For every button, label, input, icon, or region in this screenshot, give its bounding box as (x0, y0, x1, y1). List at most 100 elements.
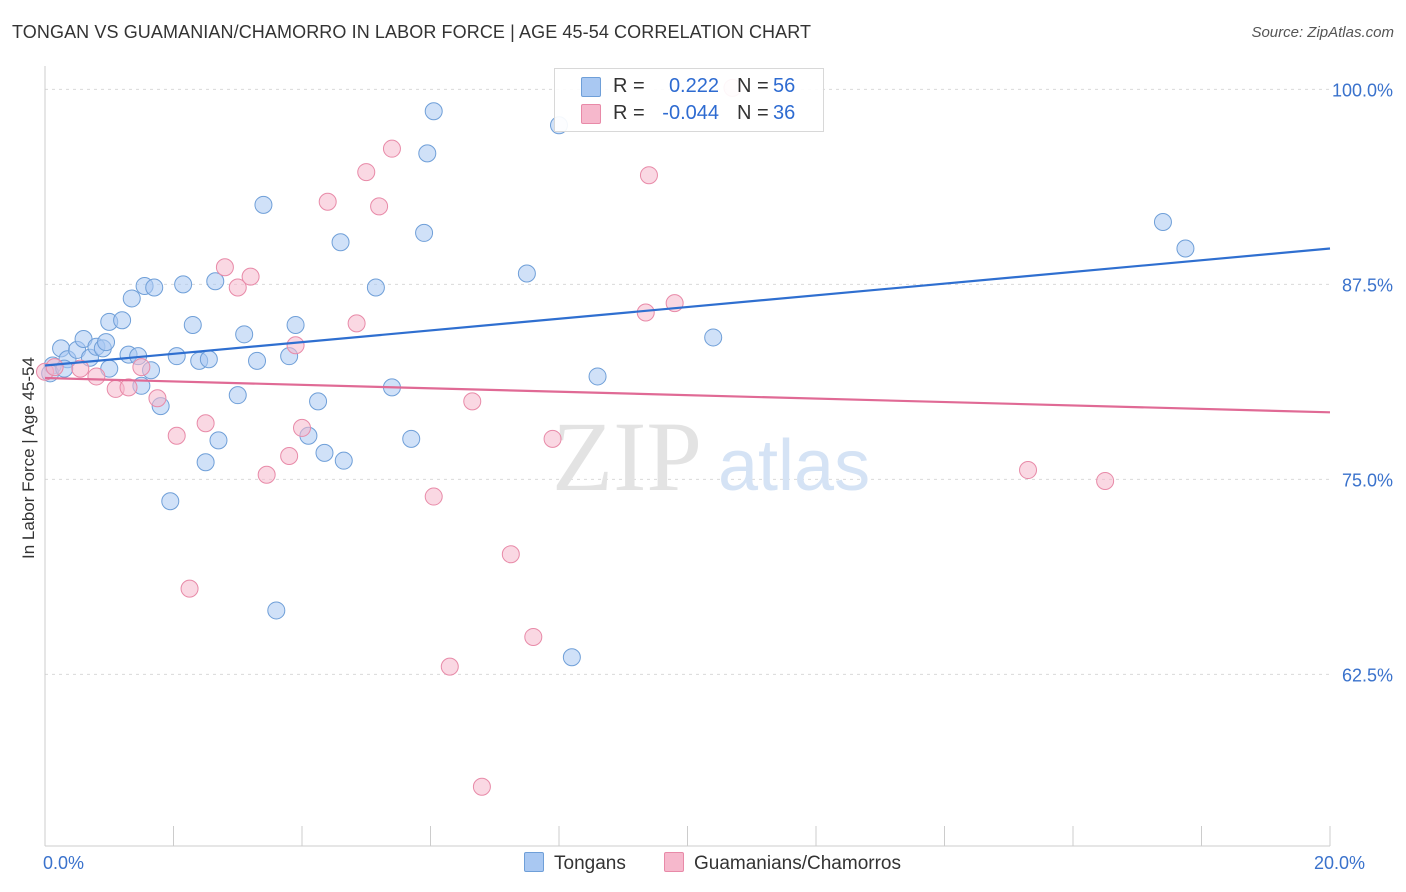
tongan-point (402, 429, 421, 448)
tongan-point (97, 333, 116, 352)
tongan-point (309, 392, 328, 411)
tongan-point (418, 144, 437, 163)
r-label: R = (613, 102, 645, 124)
watermark-atlas: atlas (718, 426, 870, 506)
guamanian-point (382, 139, 401, 158)
tongan-point (167, 347, 186, 366)
bottom-legend-label: Tongans (554, 853, 626, 874)
tongan-point (161, 492, 180, 511)
tongan-point (199, 350, 218, 369)
tongan-point (206, 272, 225, 291)
tongan-point (228, 386, 247, 405)
tongan-point (145, 278, 164, 297)
guamanian-point (463, 392, 482, 411)
y-axis-label: In Labor Force | Age 45-54 (19, 357, 38, 559)
tongans-swatch (581, 77, 601, 97)
tongan-point (331, 233, 350, 252)
bottom-legend-tongans: Tongans (524, 852, 626, 875)
guamanian-point (440, 657, 459, 676)
tongan-point (424, 102, 443, 121)
tongan-point (248, 351, 267, 370)
y-tick-label: 75.0% (1342, 470, 1393, 490)
guamanian-point (286, 336, 305, 355)
tongan-point (254, 195, 273, 214)
bottom-legend-label: Guamanians/Chamorros (694, 853, 901, 874)
grid-layer (45, 88, 1330, 675)
bottom-legend-guamanians: Guamanians/Chamorros (664, 852, 901, 875)
guamanian-point (228, 278, 247, 297)
guamanian-point (196, 414, 215, 433)
r-value: 0.222 (668, 75, 719, 97)
label-layer: 100.0% 87.5% 75.0% 62.5% 0.0% 20.0% In Labor F… (19, 80, 1393, 873)
guamanian-point (472, 777, 491, 796)
tongans-swatch (524, 852, 544, 872)
guamanian-point (148, 389, 167, 408)
n-value: 36 (773, 102, 796, 124)
guamanian-point (293, 418, 311, 437)
y-tick-label: 62.5% (1342, 665, 1393, 685)
guamanian-point (318, 192, 337, 211)
correlation-legend: R = 0.222 N = 56 R = -0.044 N = 36 (554, 68, 824, 132)
guamanian-point (241, 267, 260, 286)
tongan-point (174, 275, 193, 294)
tongan-point (334, 451, 353, 470)
r-value: -0.044 (662, 102, 719, 124)
guamanians-swatch (581, 104, 601, 124)
points-layer (36, 78, 1195, 796)
tongan-point (704, 328, 723, 347)
tongan-point (415, 223, 434, 242)
tongan-point (588, 367, 607, 386)
tongan-point (517, 264, 536, 283)
chart-title: TONGAN VS GUAMANIAN/CHAMORRO IN LABOR FO… (12, 22, 812, 42)
trend-layer (44, 247, 1331, 414)
tongan-point (209, 431, 228, 450)
guamanians-swatch (664, 852, 684, 872)
guamanian-point (543, 429, 562, 448)
watermark: ZIP atlas (552, 401, 870, 512)
guamanian-point (87, 367, 106, 386)
guamanian-point (280, 447, 299, 465)
y-tick-label: 100.0% (1332, 80, 1393, 100)
guamanian-point (357, 163, 376, 182)
guamanian-point (257, 465, 276, 484)
guamanian-point (180, 579, 199, 598)
tongan-trend-line (44, 247, 1331, 367)
tongan-point (113, 311, 132, 330)
guamanian-point (524, 627, 543, 646)
tongan-point (267, 601, 286, 620)
guamanian-point (370, 197, 389, 216)
axis-layer (44, 66, 1331, 847)
source-label: Source: ZipAtlas.com (1251, 24, 1394, 41)
tongan-point (286, 315, 305, 334)
n-label: N = (737, 102, 769, 124)
tongan-point (1153, 213, 1172, 231)
tongan-point (122, 289, 141, 308)
guamanian-point (636, 303, 655, 322)
guamanian-point (167, 426, 186, 445)
guamanian-point (1096, 471, 1115, 490)
guamanian-point (424, 487, 443, 506)
guamanian-trend-line (44, 376, 1331, 414)
watermark-zip: ZIP (552, 401, 702, 512)
guamanian-point (215, 258, 234, 277)
guamanian-point (347, 314, 366, 333)
r-label: R = (613, 75, 645, 97)
x-tick-label: 0.0% (43, 853, 84, 873)
tongan-point (196, 453, 215, 472)
tongan-point (366, 278, 385, 297)
n-value: 56 (773, 75, 796, 97)
n-label: N = (737, 75, 769, 97)
x-tick-label: 20.0% (1314, 853, 1365, 873)
tongan-point (315, 443, 334, 462)
tongan-point (1176, 239, 1195, 258)
tongan-point (183, 315, 202, 334)
tongan-point (562, 648, 581, 667)
tongan-point (235, 325, 254, 344)
guamanian-point (71, 359, 90, 378)
guamanian-point (45, 358, 64, 377)
guamanian-point (132, 358, 151, 377)
y-tick-label: 87.5% (1342, 275, 1393, 295)
guamanian-point (119, 378, 138, 397)
guamanian-point (1019, 461, 1038, 480)
